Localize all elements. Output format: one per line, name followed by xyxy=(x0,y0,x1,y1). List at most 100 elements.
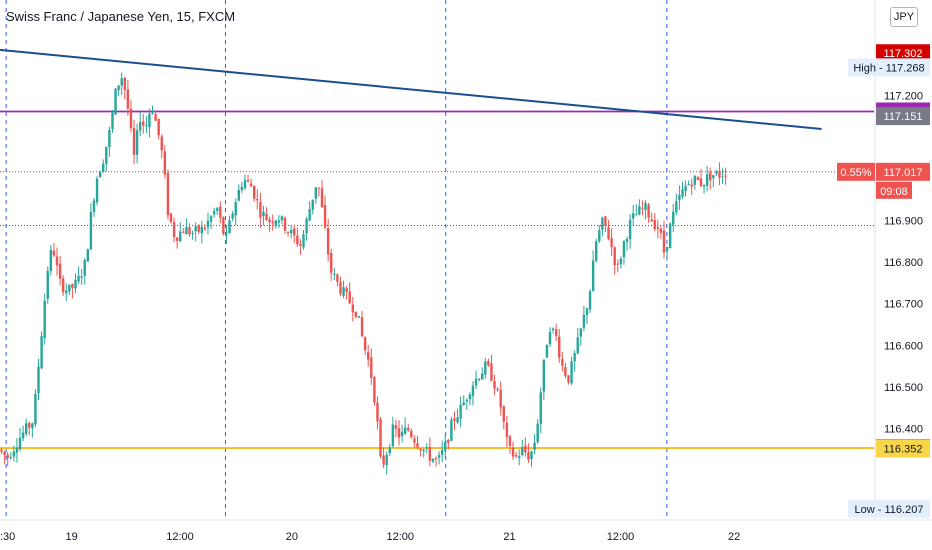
candle[interactable] xyxy=(95,178,99,203)
candle[interactable] xyxy=(570,361,573,384)
candle[interactable] xyxy=(536,423,539,443)
candle[interactable] xyxy=(591,260,595,292)
candle[interactable] xyxy=(163,151,167,175)
candle[interactable] xyxy=(58,263,62,279)
candle[interactable] xyxy=(305,218,308,234)
candle[interactable] xyxy=(89,211,93,250)
candle[interactable] xyxy=(172,222,176,237)
candle[interactable] xyxy=(265,213,268,221)
candle[interactable] xyxy=(3,451,6,456)
candle[interactable] xyxy=(68,284,71,292)
candle[interactable] xyxy=(357,316,361,318)
candle[interactable] xyxy=(370,357,373,378)
candle[interactable] xyxy=(650,219,653,222)
candle[interactable] xyxy=(490,363,493,381)
candle[interactable] xyxy=(237,189,240,201)
candle[interactable] xyxy=(653,219,656,230)
candle[interactable] xyxy=(326,228,330,255)
candle[interactable] xyxy=(132,127,136,155)
candle[interactable] xyxy=(622,241,626,258)
candle[interactable] xyxy=(336,274,339,282)
candle[interactable] xyxy=(428,446,432,461)
candle[interactable] xyxy=(567,375,570,383)
candle[interactable] xyxy=(86,249,90,262)
candle[interactable] xyxy=(320,188,324,208)
candle[interactable] xyxy=(576,337,579,354)
candle[interactable] xyxy=(705,174,709,186)
candle[interactable] xyxy=(197,224,200,232)
candle[interactable] xyxy=(216,208,219,211)
candle[interactable] xyxy=(403,427,407,434)
candle[interactable] xyxy=(382,455,385,465)
candle[interactable] xyxy=(456,417,459,423)
candle[interactable] xyxy=(249,183,253,187)
candle[interactable] xyxy=(644,202,647,210)
candle[interactable] xyxy=(582,315,586,328)
candle[interactable] xyxy=(151,112,154,114)
candle[interactable] xyxy=(376,402,379,422)
candle[interactable] xyxy=(665,247,669,252)
candle[interactable] xyxy=(31,423,34,429)
candle[interactable] xyxy=(635,214,638,216)
candle[interactable] xyxy=(474,378,478,386)
candle[interactable] xyxy=(179,231,182,242)
candle[interactable] xyxy=(385,454,388,466)
candle[interactable] xyxy=(43,300,46,338)
candle[interactable] xyxy=(296,235,299,245)
candle[interactable] xyxy=(508,436,512,446)
candle[interactable] xyxy=(641,208,644,210)
candle[interactable] xyxy=(662,230,666,253)
candle[interactable] xyxy=(277,220,281,223)
candle[interactable] xyxy=(681,189,684,197)
candle[interactable] xyxy=(12,451,16,457)
candle[interactable] xyxy=(548,332,552,345)
candle[interactable] xyxy=(696,177,700,180)
candle[interactable] xyxy=(345,288,348,292)
candle[interactable] xyxy=(573,353,576,362)
candle[interactable] xyxy=(145,125,148,127)
candle[interactable] xyxy=(222,217,225,234)
candle[interactable] xyxy=(209,216,213,222)
candle[interactable] xyxy=(434,458,438,460)
candle[interactable] xyxy=(450,419,453,441)
candle[interactable] xyxy=(672,211,675,225)
candle[interactable] xyxy=(289,229,293,234)
candle[interactable] xyxy=(511,447,515,457)
candle[interactable] xyxy=(613,247,616,266)
candle[interactable] xyxy=(684,186,687,191)
candle[interactable] xyxy=(37,366,40,394)
candle[interactable] xyxy=(524,445,527,453)
candle[interactable] xyxy=(160,136,163,151)
candle[interactable] xyxy=(169,213,173,222)
candle[interactable] xyxy=(185,227,188,235)
candle[interactable] xyxy=(330,252,333,273)
candle[interactable] xyxy=(268,219,271,222)
candle[interactable] xyxy=(129,108,133,128)
candle[interactable] xyxy=(647,204,650,218)
candle[interactable] xyxy=(154,114,157,121)
candle[interactable] xyxy=(502,406,505,422)
candle[interactable] xyxy=(317,187,321,189)
candle[interactable] xyxy=(579,328,583,337)
candle[interactable] xyxy=(293,228,296,236)
candle[interactable] xyxy=(314,187,318,199)
candle[interactable] xyxy=(354,311,358,317)
candle[interactable] xyxy=(505,422,509,438)
candle[interactable] xyxy=(400,431,404,437)
candle[interactable] xyxy=(240,186,244,191)
candle[interactable] xyxy=(302,234,305,248)
candle[interactable] xyxy=(348,291,351,304)
candle[interactable] xyxy=(517,456,521,458)
candle[interactable] xyxy=(638,206,641,215)
candle[interactable] xyxy=(111,112,114,130)
candle[interactable] xyxy=(715,171,718,174)
candle[interactable] xyxy=(558,336,561,358)
candle[interactable] xyxy=(693,175,697,185)
candle[interactable] xyxy=(323,205,327,228)
candle[interactable] xyxy=(280,216,284,221)
candle[interactable] xyxy=(212,211,216,215)
trend-line[interactable] xyxy=(0,48,822,130)
candle[interactable] xyxy=(447,439,450,443)
candle[interactable] xyxy=(243,180,247,188)
candle[interactable] xyxy=(114,88,117,115)
